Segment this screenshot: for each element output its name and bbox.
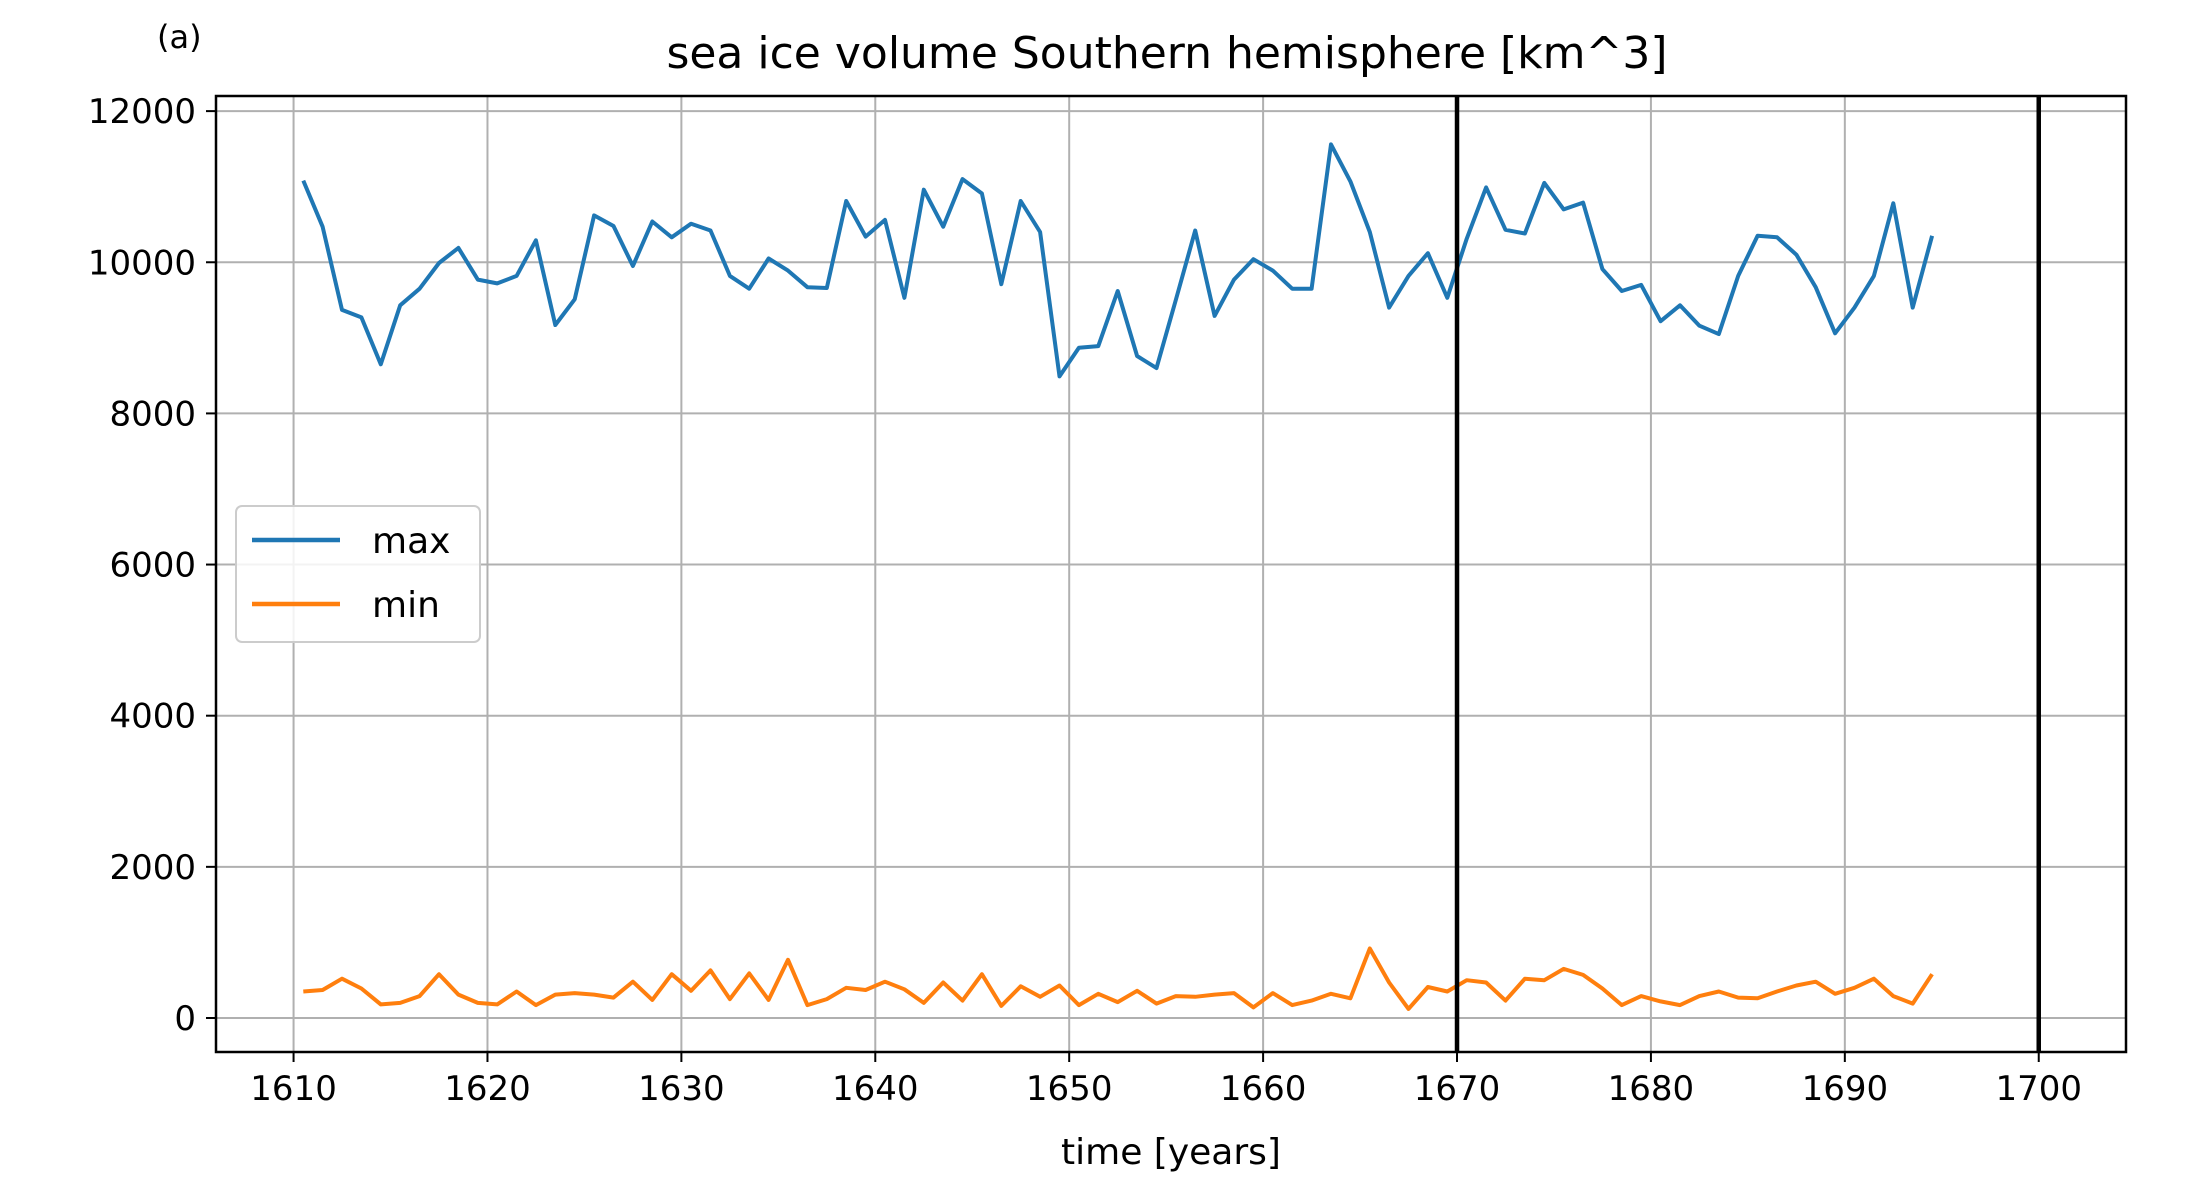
x-tick-label: 1630 <box>638 1069 725 1109</box>
x-tick-label: 1650 <box>1026 1069 1113 1109</box>
grid <box>216 96 2126 1052</box>
x-tick-label: 1640 <box>832 1069 919 1109</box>
x-tick-label: 1700 <box>1995 1069 2082 1109</box>
series-layer <box>301 142 1935 1011</box>
x-tick-label: 1660 <box>1220 1069 1307 1109</box>
series-line-max <box>301 142 1935 379</box>
x-axis: 1610 1620 1630 1640 1650 1660 1670 1680 1690 1700 <box>250 1052 2082 1109</box>
x-tick-label: 1620 <box>444 1069 531 1109</box>
x-tick-label: 1610 <box>250 1069 337 1109</box>
legend-label-min: min <box>372 585 440 626</box>
x-tick-label: 1670 <box>1414 1069 1501 1109</box>
x-axis-title: time [years] <box>1061 1132 1281 1173</box>
legend-label-max: max <box>372 521 450 562</box>
y-tick-label: 2000 <box>109 848 196 888</box>
x-tick-label: 1690 <box>1802 1069 1889 1109</box>
y-tick-label: 12000 <box>88 92 196 132</box>
vline-layer <box>1454 96 2041 1052</box>
series-line-min <box>303 946 1934 1011</box>
panel-label: (a) <box>157 18 202 56</box>
x-tick-label: 1680 <box>1608 1069 1695 1109</box>
y-tick-label: 6000 <box>109 546 196 586</box>
y-tick-label: 4000 <box>109 697 196 737</box>
legend: max min <box>235 505 481 643</box>
y-axis: 0 2000 4000 6000 8000 10000 12000 <box>88 92 216 1039</box>
plot-frame <box>214 94 2128 1054</box>
y-tick-label: 0 <box>174 999 196 1039</box>
y-tick-label: 8000 <box>109 394 196 434</box>
y-tick-label: 10000 <box>88 243 196 283</box>
chart-title: sea ice volume Southern hemisphere [km^3… <box>666 28 1667 79</box>
